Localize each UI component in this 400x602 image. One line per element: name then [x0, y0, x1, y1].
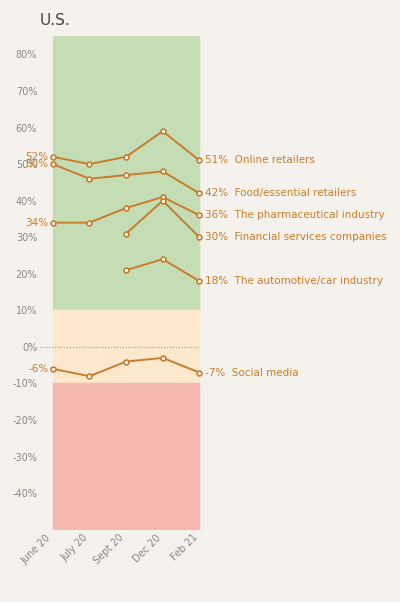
- Text: 30%  Financial services companies: 30% Financial services companies: [205, 232, 386, 242]
- Text: 36%  The pharmaceutical industry: 36% The pharmaceutical industry: [205, 210, 385, 220]
- Text: -7%  Social media: -7% Social media: [205, 368, 298, 377]
- Bar: [53, 311, 199, 383]
- Text: 18%  The automotive/car industry: 18% The automotive/car industry: [205, 276, 383, 286]
- Text: 34%: 34%: [25, 217, 48, 228]
- Bar: [53, 36, 199, 311]
- Text: 42%  Food/essential retailers: 42% Food/essential retailers: [205, 188, 356, 198]
- Text: 52%: 52%: [25, 152, 48, 162]
- Text: U.S.: U.S.: [40, 13, 71, 28]
- Bar: [53, 383, 199, 530]
- Text: 50%: 50%: [26, 159, 48, 169]
- Text: -6%: -6%: [28, 364, 48, 374]
- Text: 51%  Online retailers: 51% Online retailers: [205, 155, 315, 166]
